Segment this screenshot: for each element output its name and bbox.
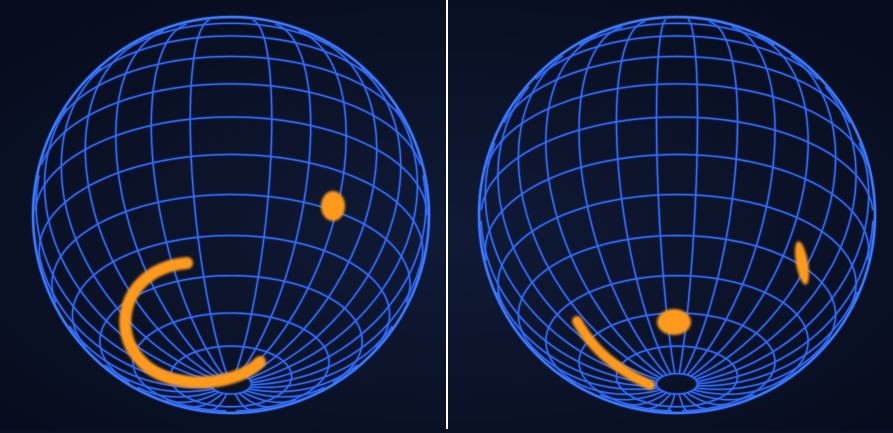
graticule-line <box>99 274 232 383</box>
graticule-line <box>666 312 776 412</box>
graticule-line <box>234 19 273 375</box>
graticule-line <box>51 193 232 303</box>
graticule-line <box>517 235 661 348</box>
graticule-line <box>484 154 658 261</box>
graticule-line <box>242 30 347 376</box>
graticule-line <box>695 86 857 381</box>
left-orange-arc <box>119 257 266 389</box>
graticule-line <box>251 175 427 384</box>
graticule-line <box>615 21 672 375</box>
graticule-line <box>697 291 858 387</box>
graticule-line <box>682 21 739 375</box>
panel-divider <box>446 0 448 429</box>
graticule-line <box>566 376 661 395</box>
graticule-line <box>545 35 664 377</box>
graticule-line <box>503 56 659 124</box>
left-globe <box>31 15 431 415</box>
graticule-line <box>230 234 391 348</box>
graticule-line <box>696 142 870 383</box>
right-orange-arc <box>572 316 655 390</box>
graticule-line <box>624 392 668 406</box>
graticule-line <box>545 275 664 383</box>
graticule-line <box>250 325 393 389</box>
graticule-line <box>517 55 661 379</box>
graticule-line <box>655 372 699 395</box>
graticule-line <box>230 22 329 46</box>
graticule-line <box>656 83 868 165</box>
graticule-line <box>115 30 220 376</box>
graticule-line <box>230 116 428 216</box>
graticule-line <box>656 116 874 211</box>
graticule-line <box>250 108 419 382</box>
graticule-line <box>230 83 422 165</box>
graticule-line <box>693 55 837 379</box>
graticule-line <box>497 194 659 303</box>
graticule-line <box>690 35 809 377</box>
graticule-line <box>189 19 228 375</box>
graticule-line <box>89 35 232 80</box>
graticule-line <box>480 116 657 211</box>
graticule-line <box>578 26 668 376</box>
graticule-line <box>579 22 664 46</box>
graticule-line <box>137 386 216 398</box>
graticule-line <box>230 35 373 80</box>
graticule-line <box>34 116 232 211</box>
graticule-line <box>658 55 851 124</box>
graticule-line <box>57 55 232 124</box>
graticule-line <box>169 345 293 408</box>
graticule-line <box>480 220 657 385</box>
graticule-line <box>578 312 672 412</box>
graticule-line <box>535 35 661 80</box>
graticule-line <box>686 392 730 406</box>
right-globe <box>477 15 877 415</box>
graticule-line <box>658 193 857 303</box>
graticule-line <box>693 376 788 395</box>
graticule-line <box>230 312 330 412</box>
left-orange-spot <box>321 191 345 221</box>
graticule-line <box>43 108 212 382</box>
graticule-line <box>663 22 775 46</box>
graticule-line <box>660 35 819 80</box>
graticule-line <box>71 234 232 348</box>
graticule-line <box>486 83 658 165</box>
graticule-line <box>230 193 411 303</box>
graticule-line <box>246 386 325 398</box>
graticule-line <box>484 142 658 383</box>
graticule-line <box>150 23 224 375</box>
graticule-line <box>84 44 217 378</box>
graticule-line <box>697 220 874 385</box>
graticule-line <box>663 274 809 383</box>
graticule-line <box>496 291 657 387</box>
right-globe-outline <box>477 15 877 415</box>
graticule-line <box>40 83 232 165</box>
graticule-line <box>238 23 312 375</box>
graticule-line <box>38 153 232 261</box>
graticule-line <box>230 274 363 383</box>
graticule-line <box>133 22 232 46</box>
right-orange-elongated-spot <box>794 241 810 285</box>
graticule-line <box>245 44 378 378</box>
left-globe-outline <box>31 15 431 415</box>
graticule-line <box>248 67 402 380</box>
right-orange-spot <box>657 309 691 335</box>
graticule-line <box>230 55 405 124</box>
graticule-line <box>60 67 214 380</box>
left-globe-grid <box>34 19 428 412</box>
graticule-line <box>230 153 424 261</box>
graticule-line <box>686 26 776 376</box>
graticule-line <box>656 153 870 261</box>
